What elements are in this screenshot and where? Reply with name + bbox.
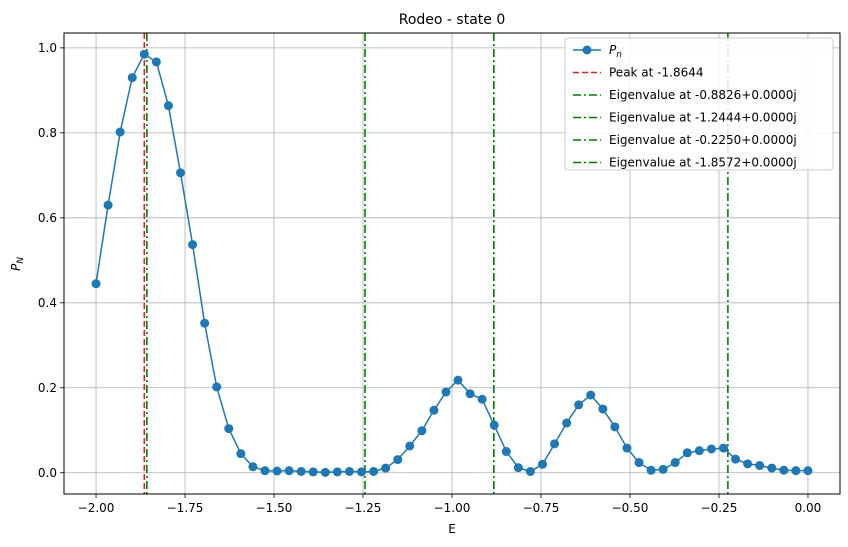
x-tick-label: −1.75: [167, 501, 204, 515]
x-tick-label: −1.50: [256, 501, 293, 515]
data-point: [163, 101, 173, 111]
x-tick-label: −1.00: [434, 501, 471, 515]
y-ticks: 0.0 0.2 0.4 0.6 0.8 1.0: [38, 41, 64, 480]
data-point: [767, 463, 777, 473]
data-point: [465, 389, 475, 399]
data-point: [200, 318, 210, 328]
data-point: [260, 466, 270, 476]
data-point: [127, 73, 137, 83]
data-point: [224, 424, 234, 434]
legend-frame: [564, 37, 834, 171]
legend-label: Eigenvalue at -1.8572+0.0000j: [609, 156, 797, 170]
data-point: [670, 458, 680, 468]
data-point: [212, 382, 222, 392]
data-point: [248, 462, 258, 472]
data-point: [357, 467, 367, 477]
x-ticks: −2.00 −1.75 −1.50 −1.25 −1.00 −0.75 −0.50 −0.25…: [78, 494, 822, 515]
data-point: [743, 459, 753, 469]
data-point: [718, 443, 728, 453]
data-point: [103, 200, 113, 210]
data-point: [537, 459, 547, 469]
data-point: [405, 441, 415, 451]
data-point: [429, 405, 439, 415]
data-point: [489, 420, 499, 430]
y-tick-label: 0.0: [38, 466, 57, 480]
data-point: [550, 439, 560, 449]
data-point: [381, 463, 391, 473]
y-tick-label: 0.4: [38, 296, 57, 310]
legend-label: Peak at -1.8644: [609, 66, 704, 80]
data-point: [513, 463, 523, 473]
legend-label: Eigenvalue at -0.8826+0.0000j: [609, 88, 797, 102]
data-point: [320, 467, 330, 477]
data-point: [525, 466, 535, 476]
data-point: [574, 400, 584, 410]
data-point: [176, 168, 186, 178]
chart-title: Rodeo - state 0: [399, 12, 506, 28]
data-point: [562, 418, 572, 428]
y-tick-label: 0.2: [38, 381, 57, 395]
data-point: [706, 444, 716, 454]
x-axis-label: E: [448, 522, 456, 536]
data-point: [622, 443, 632, 453]
data-point: [779, 465, 789, 475]
data-point: [658, 464, 668, 474]
x-tick-label: 0.00: [795, 501, 822, 515]
data-point: [417, 426, 427, 436]
data-point: [236, 449, 246, 459]
data-point: [91, 279, 101, 289]
legend-label: Eigenvalue at -0.2250+0.0000j: [609, 133, 797, 147]
data-point: [284, 466, 294, 476]
data-point: [296, 466, 306, 476]
data-point: [453, 375, 463, 385]
data-point: [332, 467, 342, 477]
y-tick-label: 1.0: [38, 41, 57, 55]
x-tick-label: −0.75: [523, 501, 560, 515]
legend-swatch-marker: [582, 45, 592, 55]
x-tick-label: −2.00: [78, 501, 115, 515]
data-point: [344, 466, 354, 476]
data-point: [598, 404, 608, 414]
x-tick-label: −1.25: [345, 501, 382, 515]
data-point: [586, 390, 596, 400]
legend-label: Eigenvalue at -1.2444+0.0000j: [609, 111, 797, 125]
data-point: [501, 447, 511, 457]
data-point: [477, 394, 487, 404]
data-point: [115, 127, 125, 137]
data-point: [139, 49, 149, 59]
data-point: [755, 461, 765, 471]
y-tick-label: 0.6: [38, 211, 57, 225]
series: [91, 49, 813, 477]
x-tick-label: −0.25: [701, 501, 738, 515]
data-point: [610, 422, 620, 432]
data-point: [188, 240, 198, 250]
data-point: [272, 466, 282, 476]
data-point: [441, 387, 451, 397]
data-point: [393, 455, 403, 465]
vertical-lines: [143, 33, 729, 494]
data-point: [694, 446, 704, 456]
data-point: [682, 448, 692, 458]
data-point: [646, 465, 656, 475]
data-point: [731, 454, 741, 464]
y-tick-label: 0.8: [38, 126, 57, 140]
data-point: [634, 458, 644, 468]
y-axis-label: PN: [9, 257, 26, 271]
data-point: [369, 466, 379, 476]
data-point: [151, 57, 161, 67]
data-point: [791, 466, 801, 476]
x-tick-label: −0.50: [612, 501, 649, 515]
data-point: [308, 467, 318, 477]
data-point: [803, 466, 813, 476]
